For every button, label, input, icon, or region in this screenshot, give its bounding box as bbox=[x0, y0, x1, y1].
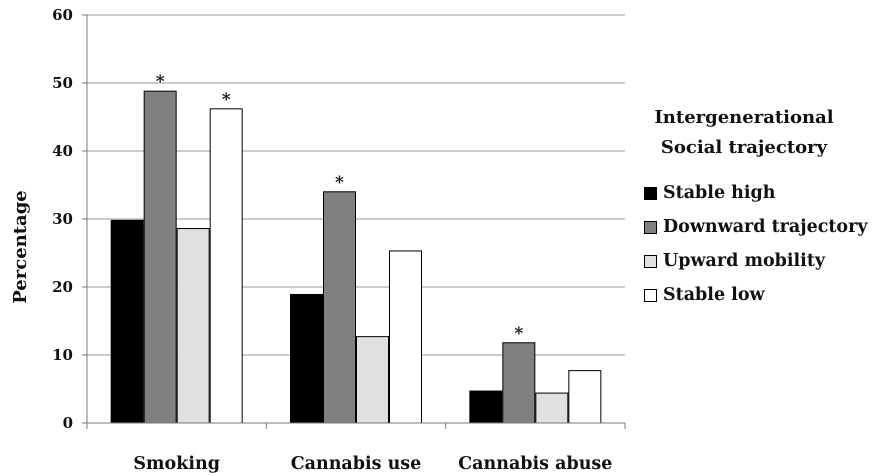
legend-label: Upward mobility bbox=[663, 251, 825, 271]
legend-label: Downward trajectory bbox=[663, 217, 868, 237]
y-tick-label: 30 bbox=[52, 210, 73, 228]
legend-swatch-icon bbox=[644, 289, 657, 302]
legend-item-stable-low: Stable low bbox=[644, 278, 888, 312]
legend-title: Intergenerational Social trajectory bbox=[644, 103, 844, 163]
y-tick-label: 50 bbox=[52, 74, 73, 92]
legend-title-line-1: Intergenerational bbox=[644, 103, 844, 133]
bar bbox=[536, 393, 568, 423]
bar bbox=[390, 251, 422, 423]
legend-label: Stable low bbox=[663, 285, 765, 305]
y-tick-label: 0 bbox=[63, 414, 73, 432]
legend-swatch-icon bbox=[644, 187, 657, 200]
significance-marker: * bbox=[222, 90, 231, 110]
y-tick-label: 60 bbox=[52, 6, 73, 24]
x-category-label: Cannabis use bbox=[291, 454, 422, 474]
bar bbox=[569, 371, 601, 423]
bar bbox=[177, 229, 209, 423]
legend-item-downward-trajectory: Downward trajectory bbox=[644, 210, 888, 244]
legend: Intergenerational Social trajectory Stab… bbox=[644, 103, 888, 312]
significance-marker: * bbox=[156, 72, 165, 92]
y-tick-label: 40 bbox=[52, 142, 73, 160]
bar bbox=[210, 109, 242, 423]
y-tick-label: 20 bbox=[52, 278, 73, 296]
y-tick-label: 10 bbox=[52, 346, 73, 364]
x-category-label: Smoking bbox=[133, 454, 220, 474]
legend-title-line-2: Social trajectory bbox=[644, 133, 844, 163]
bars: * * * * bbox=[111, 72, 601, 423]
legend-item-upward-mobility: Upward mobility bbox=[644, 244, 888, 278]
significance-marker: * bbox=[514, 324, 523, 344]
bar bbox=[144, 91, 176, 423]
bar-chart: * * * * 0 10 20 30 40 50 60 Smoking Cannabis use Can… bbox=[0, 0, 640, 476]
x-category-label: Cannabis abuse bbox=[458, 454, 612, 474]
legend-swatch-icon bbox=[644, 221, 657, 234]
legend-item-stable-high: Stable high bbox=[644, 176, 888, 210]
y-axis-label: Percentage bbox=[10, 190, 31, 304]
significance-marker: * bbox=[335, 173, 344, 193]
bar bbox=[111, 220, 143, 423]
bar bbox=[291, 294, 323, 423]
bar bbox=[357, 337, 389, 423]
bar bbox=[324, 192, 356, 423]
legend-label: Stable high bbox=[663, 183, 776, 203]
bar bbox=[470, 391, 502, 423]
bar bbox=[503, 343, 535, 423]
legend-swatch-icon bbox=[644, 255, 657, 268]
